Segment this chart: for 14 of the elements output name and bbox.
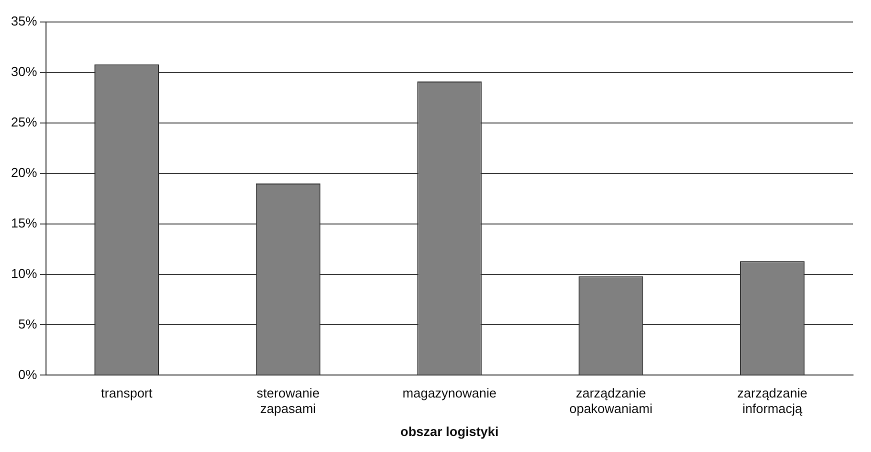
x-tick-label: zarządzanie informacją — [737, 386, 808, 416]
x-tick-label: magazynowanie — [402, 386, 496, 401]
x-axis-title: obszar logistyki — [400, 424, 499, 439]
x-tick-label: zarządzanie opakowaniami — [569, 386, 653, 416]
y-tick-label: 20% — [10, 164, 38, 180]
y-tick-label: 25% — [10, 114, 38, 130]
y-tick-label: 35% — [10, 14, 38, 29]
y-tick-label: 5% — [18, 316, 38, 332]
y-tick-label: 15% — [10, 215, 38, 230]
y-tick-label: 10% — [10, 266, 38, 281]
x-tick-label: transport — [101, 386, 153, 401]
y-tick-label: 0% — [18, 366, 38, 382]
x-tick-label: sterowanie zapasami — [256, 386, 320, 416]
y-tick-label: 30% — [10, 64, 38, 80]
